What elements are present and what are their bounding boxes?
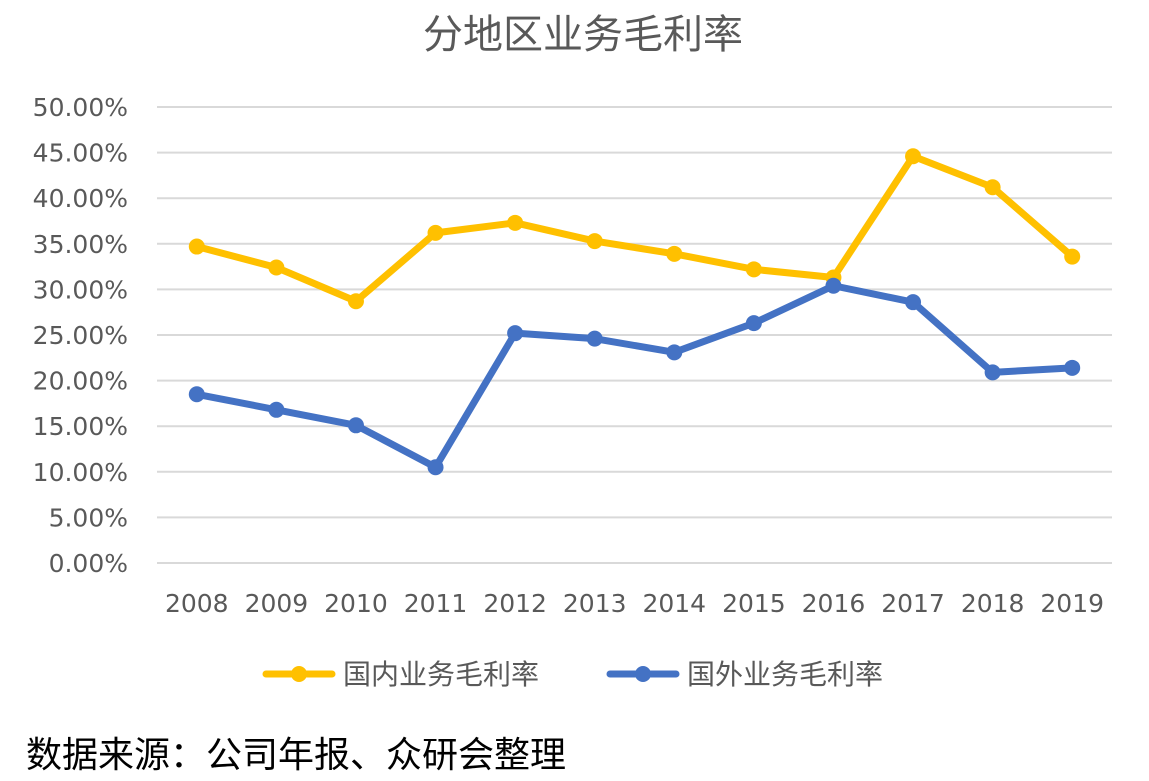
data-point bbox=[507, 325, 524, 342]
y-tick-label: 5.00% bbox=[49, 503, 128, 532]
legend-label: 国外业务毛利率 bbox=[687, 658, 883, 691]
data-point bbox=[268, 259, 285, 276]
x-tick-label: 2013 bbox=[563, 589, 627, 618]
legend-marker bbox=[291, 666, 307, 682]
series-line bbox=[193, 152, 1076, 305]
x-tick-label: 2019 bbox=[1040, 589, 1104, 618]
y-tick-label: 25.00% bbox=[33, 321, 128, 350]
x-tick-label: 2015 bbox=[722, 589, 786, 618]
series-2 bbox=[188, 277, 1081, 476]
x-axis-ticks: 2008 2009 2010 2011 2012 2013 2014 2015 2016 2017… bbox=[165, 589, 1104, 618]
data-point bbox=[745, 315, 762, 332]
x-tick-label: 2018 bbox=[961, 589, 1025, 618]
y-tick-label: 10.00% bbox=[33, 458, 128, 487]
data-point bbox=[984, 364, 1001, 381]
y-tick-label: 50.00% bbox=[33, 93, 128, 122]
data-point bbox=[188, 386, 205, 403]
data-point bbox=[1064, 248, 1081, 265]
data-point bbox=[586, 233, 603, 250]
data-point bbox=[427, 224, 444, 241]
gridlines bbox=[157, 106, 1112, 564]
x-tick-label: 2016 bbox=[802, 589, 866, 618]
chart-title: 分地区业务毛利率 bbox=[423, 12, 743, 58]
data-point bbox=[1064, 359, 1081, 376]
x-tick-label: 2014 bbox=[642, 589, 706, 618]
data-point bbox=[666, 245, 683, 262]
x-tick-label: 2009 bbox=[245, 589, 309, 618]
source-note: 数据来源：公司年报、众研会整理 bbox=[26, 735, 567, 776]
data-point bbox=[825, 277, 842, 294]
series-1 bbox=[188, 148, 1081, 310]
data-point bbox=[188, 238, 205, 255]
x-tick-label: 2010 bbox=[324, 589, 388, 618]
data-point bbox=[905, 294, 922, 311]
data-point bbox=[268, 401, 285, 418]
data-point bbox=[666, 344, 683, 361]
data-point bbox=[905, 148, 922, 165]
x-tick-label: 2017 bbox=[881, 589, 945, 618]
data-point bbox=[507, 214, 524, 231]
series-line bbox=[193, 282, 1076, 471]
data-point bbox=[586, 330, 603, 347]
legend: 国内业务毛利率 国外业务毛利率 bbox=[262, 658, 883, 691]
data-point bbox=[347, 417, 364, 434]
y-tick-label: 40.00% bbox=[33, 184, 128, 213]
y-tick-label: 30.00% bbox=[33, 275, 128, 304]
data-point bbox=[347, 293, 364, 310]
x-tick-label: 2008 bbox=[165, 589, 229, 618]
y-tick-label: 35.00% bbox=[33, 230, 128, 259]
x-tick-label: 2011 bbox=[404, 589, 468, 618]
y-axis-ticks: 0.00% 5.00% 10.00% 15.00% 20.00% 25.00% 30.00%… bbox=[33, 93, 128, 578]
legend-label: 国内业务毛利率 bbox=[343, 658, 539, 691]
y-tick-label: 0.00% bbox=[49, 549, 128, 578]
y-tick-label: 45.00% bbox=[33, 139, 128, 168]
x-tick-label: 2012 bbox=[483, 589, 547, 618]
data-point bbox=[984, 179, 1001, 196]
data-point bbox=[745, 261, 762, 278]
y-tick-label: 15.00% bbox=[33, 412, 128, 441]
data-point bbox=[427, 459, 444, 476]
y-tick-label: 20.00% bbox=[33, 367, 128, 396]
series-lines bbox=[188, 148, 1081, 476]
legend-marker bbox=[635, 666, 651, 682]
